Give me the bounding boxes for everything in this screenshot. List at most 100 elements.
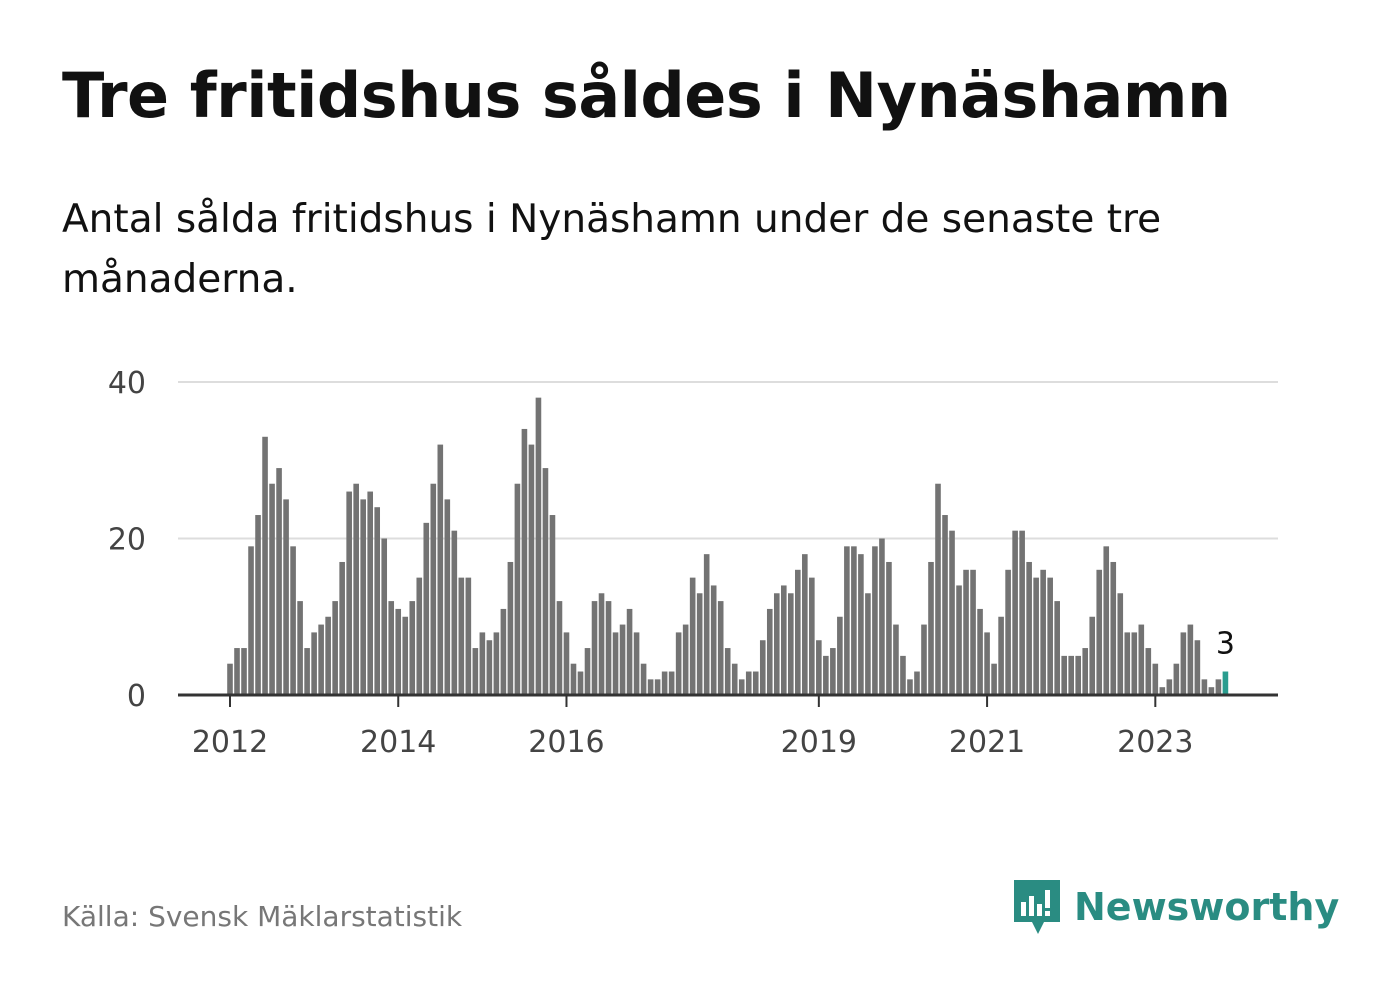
bar [1173,663,1180,695]
bar [752,671,759,695]
highlight-value-label: 3 [1216,627,1235,662]
bar [1201,679,1208,695]
bar [816,640,822,695]
bar [879,538,885,695]
bar [907,679,913,695]
bar [802,554,808,695]
bars [227,397,1229,696]
bar [283,499,289,696]
bar [942,515,948,695]
bar [486,640,493,695]
bar [689,577,696,696]
bar [514,483,521,695]
bar [1159,687,1166,695]
bar [360,499,366,696]
bar [738,679,745,695]
bar [682,624,689,695]
bar [991,663,997,695]
y-tick-label: 40 [108,366,146,401]
bar [339,561,345,695]
bar [1124,632,1131,695]
bar [661,671,668,695]
highlighted-bar [1222,671,1229,695]
bar [977,608,983,695]
bar [1138,624,1145,695]
bar [1054,601,1060,695]
bar [795,569,801,695]
bar [1152,663,1159,695]
bar [1110,561,1117,695]
axis-labels: 0 20 40 3 2012 2014 2016 2019 2021 2023 [108,366,1235,760]
bar [444,499,451,696]
bar [269,483,275,695]
bar [900,655,906,696]
bar [346,491,352,695]
bar [1033,577,1039,696]
bar [647,679,654,695]
bar [1005,569,1011,695]
x-tick-label: 2014 [360,725,436,760]
bar [304,648,310,695]
bar [1117,593,1124,695]
bar [633,632,640,695]
bar [353,483,359,695]
bar [837,616,843,695]
bar [1019,530,1025,695]
bar [332,601,338,695]
bar [409,601,416,695]
bar [1082,648,1089,695]
x-tick-label: 2019 [781,725,857,760]
brand-name: Newsworthy [1074,885,1340,929]
bar [500,608,507,695]
brand-logo[interactable]: Newsworthy [1012,878,1339,936]
bar [276,468,282,695]
y-tick-label: 0 [127,679,146,714]
x-tick-label: 2023 [1117,725,1193,760]
bar [935,483,941,695]
bar [640,663,647,695]
bar [234,648,240,695]
bar [780,585,787,695]
bar [893,624,899,695]
bar [710,585,717,695]
bar [963,569,969,695]
bar [535,397,542,695]
bar [521,428,528,695]
bar [1012,530,1018,695]
bar [570,663,577,695]
bar [865,593,871,695]
bar-chart: 0 20 40 3 2012 2014 2016 2019 2021 2023 [108,366,1278,760]
axes [178,693,1278,707]
bar [1208,687,1215,695]
bar [1215,679,1222,695]
bar [1040,569,1046,695]
chart-title: Tre fritidshus såldes i Nynäshamn [62,59,1231,132]
x-tick-label: 2012 [192,725,268,760]
bar [507,561,514,695]
bar [297,601,303,695]
bar [423,522,430,695]
bar [1026,561,1032,695]
bar [1075,655,1082,696]
bar [577,671,584,695]
bar [1131,632,1138,695]
bar [318,624,324,695]
bar [430,483,437,695]
bar [1089,616,1096,695]
bar [858,554,864,695]
bar [1180,632,1187,695]
bar [381,538,388,695]
x-tick-label: 2021 [949,725,1025,760]
bar [542,468,549,695]
bar [949,530,955,695]
bar [1187,624,1194,695]
bar [984,632,990,695]
bar [290,546,296,695]
bar [998,616,1004,695]
bar [844,546,850,695]
bar [479,632,486,695]
bar [759,640,766,695]
bar [956,585,962,695]
bar [598,593,605,695]
bar [809,577,815,696]
